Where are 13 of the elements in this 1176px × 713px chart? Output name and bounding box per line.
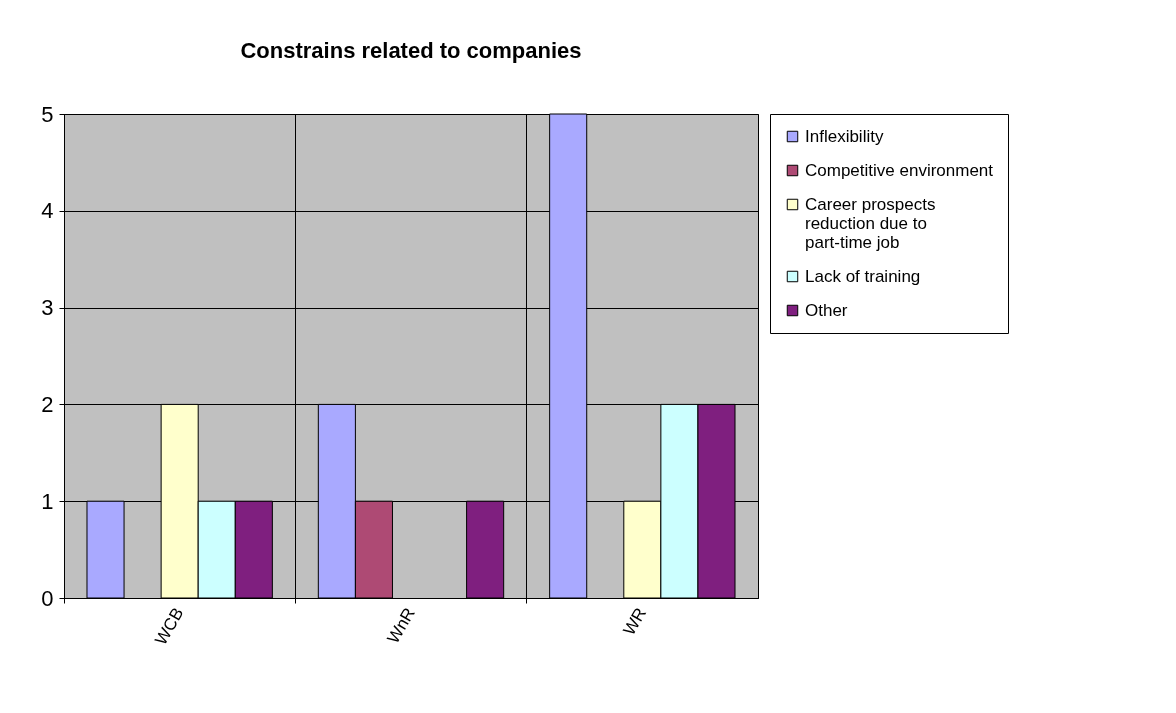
legend-label: Competitive environment — [805, 160, 994, 180]
y-tick-label: 2 — [41, 391, 54, 417]
y-tick-label: 5 — [41, 101, 54, 127]
legend-label: Inflexibility — [805, 126, 884, 146]
x-tick-label: WR — [619, 604, 651, 639]
y-tick-label: 3 — [41, 295, 54, 321]
legend-label: Career prospects reduction due to part-time job — [805, 194, 936, 252]
y-tick-label: 0 — [41, 585, 54, 611]
y-tick-label: 1 — [41, 488, 54, 514]
chart-title: Constrains related to companies — [240, 38, 582, 63]
legend-label: Lack of training — [805, 266, 921, 286]
legend-label: Other — [805, 300, 848, 320]
y-tick-label: 4 — [41, 198, 54, 224]
